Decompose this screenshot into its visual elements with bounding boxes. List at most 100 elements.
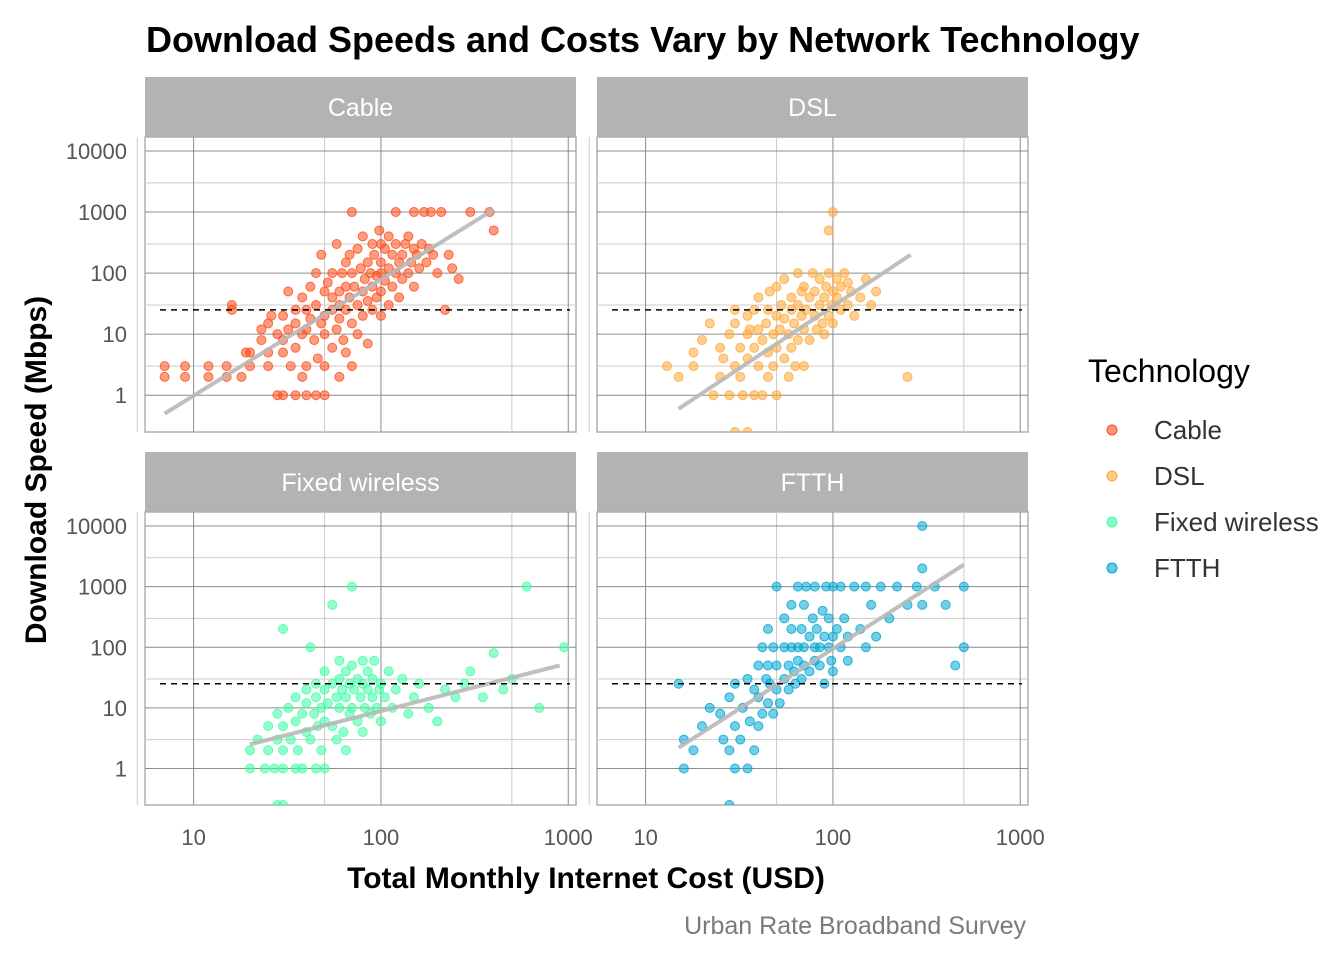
data-point [749,684,760,695]
data-point [757,708,768,719]
data-point [379,692,390,703]
data-point [331,238,342,249]
data-point [774,698,785,709]
data-point [798,642,809,653]
data-point [278,390,289,401]
data-point [804,666,815,677]
data-point [283,324,294,335]
grid-lines [136,137,576,432]
data-point [340,666,351,677]
x-tick-label: 10 [633,825,657,850]
data-point [749,342,760,353]
y-tick-label: 1000 [78,200,127,225]
data-point [340,347,351,358]
data-point [346,702,357,713]
facet-strip [597,452,1028,512]
data-point [779,353,790,364]
data-point [823,268,834,279]
data-point [447,263,458,274]
data-point [278,800,288,805]
data-point [465,207,476,218]
data-point [309,335,320,346]
data-point [346,318,357,329]
data-point [334,313,345,324]
data-point [180,361,191,372]
data-point [761,318,772,329]
data-point [408,207,419,218]
data-point [826,655,837,666]
data-point [357,655,368,666]
data-point [337,268,348,279]
data-point [346,207,357,218]
data-point [842,300,853,311]
grid-lines [588,512,1028,805]
data-point [688,347,699,358]
data-point [757,390,768,401]
data-point [849,581,860,592]
data-point [842,277,853,288]
x-tick-label: 1000 [996,825,1045,850]
data-point [266,310,277,321]
data-point [159,361,170,372]
data-point [309,708,320,719]
data-point [352,243,363,254]
data-point [792,300,803,311]
data-point [346,660,357,671]
data-point [718,353,729,364]
data-point [369,655,380,666]
data-point [753,721,764,732]
data-point [875,581,886,592]
data-point [290,692,301,703]
x-tick-label: 10 [181,825,205,850]
data-point [362,684,373,695]
data-point [297,763,308,774]
data-point [779,313,790,324]
data-point [809,581,820,592]
data-point [278,624,289,635]
data-point [305,734,316,745]
data-point [352,329,363,340]
facet-strip-label: Cable [328,94,393,122]
data-point [349,684,360,695]
data-point [301,361,312,372]
data-point [278,310,289,321]
data-point [823,613,834,624]
y-tick-label: 1 [115,383,127,408]
data-point [792,268,803,279]
data-point [432,716,443,727]
data-point [375,716,386,727]
legend-item-fixed-wireless: Fixed wireless [1106,507,1319,537]
data-point [917,521,928,531]
data-point [338,727,349,738]
trend-line [163,207,495,416]
caption: Urban Rate Broadband Survey [684,912,1026,940]
data-point [835,581,846,592]
data-point [278,721,289,732]
data-point [724,329,735,340]
data-point [390,238,401,249]
data-point [397,673,408,684]
data-point [827,318,838,329]
data-point [715,342,726,353]
data-points [661,207,913,432]
data-point [327,342,338,353]
data-point [319,329,330,340]
data-point [290,390,301,401]
data-point [730,427,740,432]
data-point [414,263,425,274]
data-point [796,624,807,635]
data-point [338,335,349,346]
data-point [290,342,301,353]
data-point [809,286,820,297]
data-point [917,563,928,574]
data-point [817,318,828,329]
data-point [704,702,715,713]
data-point [297,292,308,303]
data-point [180,371,191,382]
data-point [203,371,214,382]
legend-title: Technology [1088,353,1250,389]
data-point [305,281,316,292]
data-point [331,324,342,335]
data-point [436,207,447,218]
data-point [779,613,790,624]
